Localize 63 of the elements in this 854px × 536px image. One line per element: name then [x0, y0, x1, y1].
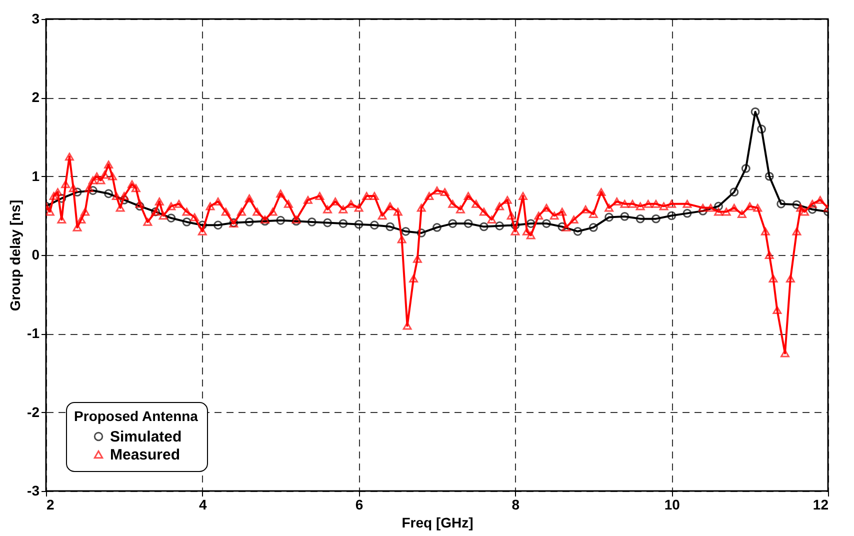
x-axis-title: Freq [GHz]: [402, 514, 474, 530]
point: [792, 200, 802, 210]
point: [808, 204, 817, 214]
point: [338, 219, 348, 228]
y-axis-title: Group delay [ns]: [7, 200, 24, 312]
legend-title: Proposed Antenna: [74, 408, 198, 424]
x-tick-label: 6: [355, 496, 364, 512]
point: [244, 218, 254, 226]
point: [72, 188, 82, 197]
point: [750, 107, 760, 116]
point: [620, 212, 630, 221]
point: [730, 188, 739, 197]
x-tick-label: 8: [512, 496, 520, 512]
point: [323, 218, 332, 228]
x-tick-label: 2: [46, 496, 54, 512]
point: [198, 220, 207, 230]
point: [764, 172, 774, 181]
point: [88, 186, 98, 195]
point: [370, 220, 379, 230]
x-tick-label: 4: [199, 496, 207, 512]
point: [104, 189, 114, 198]
point: [479, 222, 488, 232]
x-tick-label: 10: [664, 496, 680, 512]
point: [573, 226, 582, 236]
point: [495, 221, 504, 230]
y-tick-label: 2: [32, 89, 40, 106]
point: [214, 220, 222, 230]
point: [757, 124, 766, 134]
point: [604, 212, 614, 222]
point: [182, 218, 192, 226]
point: [166, 214, 176, 222]
point: [510, 220, 520, 230]
point: [416, 228, 426, 238]
legend-label: Simulated: [110, 428, 182, 446]
point: [667, 211, 676, 220]
y-tick-label: -3: [27, 482, 40, 498]
point: [588, 223, 598, 232]
legend-label: Measured: [110, 446, 180, 464]
y-tick-label: 1: [32, 168, 40, 184]
point: [741, 164, 750, 173]
point: [276, 216, 286, 225]
y-tick-label: 0: [32, 246, 40, 262]
point: [432, 223, 442, 232]
point: [652, 214, 660, 224]
point: [558, 222, 567, 232]
point: [636, 214, 645, 224]
point: [448, 219, 458, 228]
y-tick-label: 3: [32, 10, 40, 26]
point: [714, 202, 723, 211]
y-tick-label: -2: [27, 404, 40, 420]
point: [542, 219, 551, 228]
point: [354, 220, 364, 229]
x-tick-label: 12: [812, 496, 829, 512]
point: [698, 206, 708, 216]
y-tick-label: -1: [27, 325, 40, 342]
point: [135, 202, 144, 211]
point: [776, 199, 786, 208]
point: [464, 219, 473, 228]
point: [307, 218, 316, 226]
point: [386, 222, 395, 232]
point: [682, 208, 692, 218]
point: [526, 219, 536, 228]
point: [401, 226, 410, 236]
